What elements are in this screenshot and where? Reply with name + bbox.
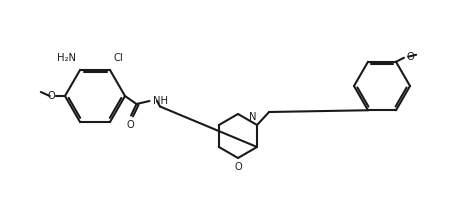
Text: O: O (406, 52, 414, 62)
Text: H₂N: H₂N (57, 53, 76, 63)
Text: Cl: Cl (113, 53, 123, 63)
Text: O: O (234, 162, 242, 172)
Text: O: O (48, 91, 56, 101)
Text: NH: NH (153, 95, 168, 106)
Text: O: O (126, 119, 134, 129)
Text: N: N (249, 112, 256, 122)
